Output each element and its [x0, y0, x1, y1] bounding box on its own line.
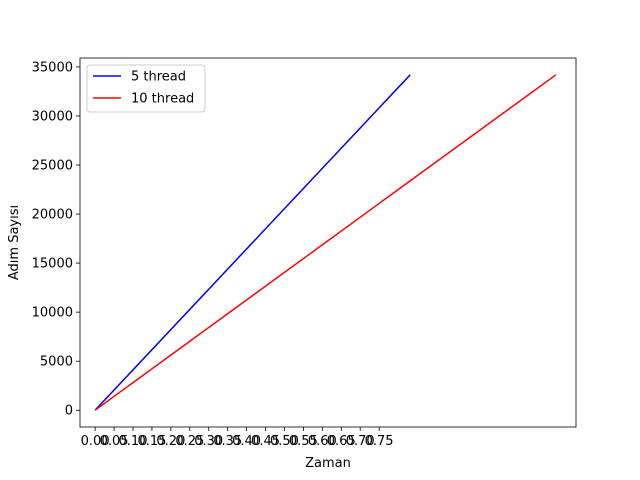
plot-area — [80, 58, 576, 427]
series-layer — [94, 74, 557, 411]
series-line-1 — [94, 74, 411, 411]
y-tick-label: 30000 — [32, 109, 73, 124]
x-tick-label: 0.15 — [137, 434, 166, 449]
x-tick-label: 0.40 — [232, 434, 261, 449]
x-tick-label: 0.05 — [100, 434, 129, 449]
x-tick-label: 0.45 — [251, 434, 280, 449]
x-tick-label: 0.60 — [308, 434, 337, 449]
x-tick-label: 0.20 — [156, 434, 185, 449]
legend-label-2: 10 thread — [131, 92, 194, 107]
x-axis-ticks: 0.000.050.100.150.200.250.300.350.400.45… — [81, 427, 394, 449]
x-axis-label: Zaman — [305, 456, 351, 471]
series-line-2 — [94, 74, 557, 411]
y-tick-label: 20000 — [32, 208, 73, 223]
y-tick-label: 25000 — [32, 159, 73, 174]
y-axis-label: Adım Sayısı — [7, 205, 22, 280]
x-tick-label: 0.65 — [327, 434, 356, 449]
y-tick-label: 10000 — [32, 306, 73, 321]
x-tick-label: 0.50 — [270, 434, 299, 449]
y-tick-label: 15000 — [32, 257, 73, 272]
x-tick-label: 0.10 — [119, 434, 148, 449]
x-tick-label: 0.70 — [346, 434, 375, 449]
x-tick-label: 0.30 — [194, 434, 223, 449]
y-tick-label: 35000 — [32, 60, 73, 75]
legend-label-1: 5 thread — [131, 70, 186, 85]
legend: 5 thread 10 thread — [86, 64, 206, 113]
legend-items: 5 thread 10 thread — [93, 70, 194, 107]
x-tick-label: 0.35 — [213, 434, 242, 449]
x-tick-label: 0.75 — [365, 434, 394, 449]
x-tick-label: 0.00 — [81, 434, 110, 449]
x-tick-label: 0.55 — [289, 434, 318, 449]
plot-frame — [79, 57, 577, 428]
x-tick-label: 0.25 — [175, 434, 204, 449]
y-axis-ticks: 0 5000 10000 15000 20000 25000 30000 35000 — [32, 60, 80, 419]
y-tick-label: 0 — [65, 404, 73, 419]
y-tick-label: 5000 — [40, 355, 73, 370]
